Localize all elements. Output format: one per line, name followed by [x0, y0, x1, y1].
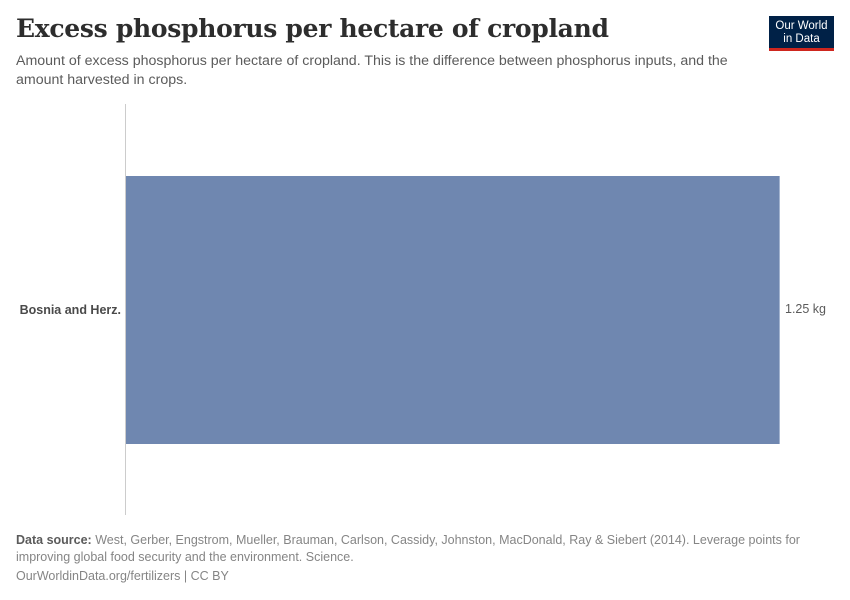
- chart-title: Excess phosphorus per hectare of croplan…: [16, 14, 609, 43]
- data-source-text: West, Gerber, Engstrom, Mueller, Brauman…: [16, 533, 800, 564]
- logo-line-1: Our World: [775, 20, 828, 32]
- entity-label: Bosnia and Herz.: [19, 303, 121, 317]
- data-source-label: Data source:: [16, 533, 92, 547]
- logo-line-2: in Data: [783, 33, 820, 45]
- data-source-note: Data source: West, Gerber, Engstrom, Mue…: [16, 532, 806, 565]
- bar-bosnia-and-herz[interactable]: [126, 176, 780, 444]
- y-axis-line: [125, 104, 126, 515]
- footer-url-license[interactable]: OurWorldinData.org/fertilizers | CC BY: [16, 569, 229, 583]
- owid-logo[interactable]: Our World in Data: [769, 16, 834, 51]
- chart-subtitle: Amount of excess phosphorus per hectare …: [16, 53, 728, 88]
- bar-value-label: 1.25 kg: [785, 302, 827, 316]
